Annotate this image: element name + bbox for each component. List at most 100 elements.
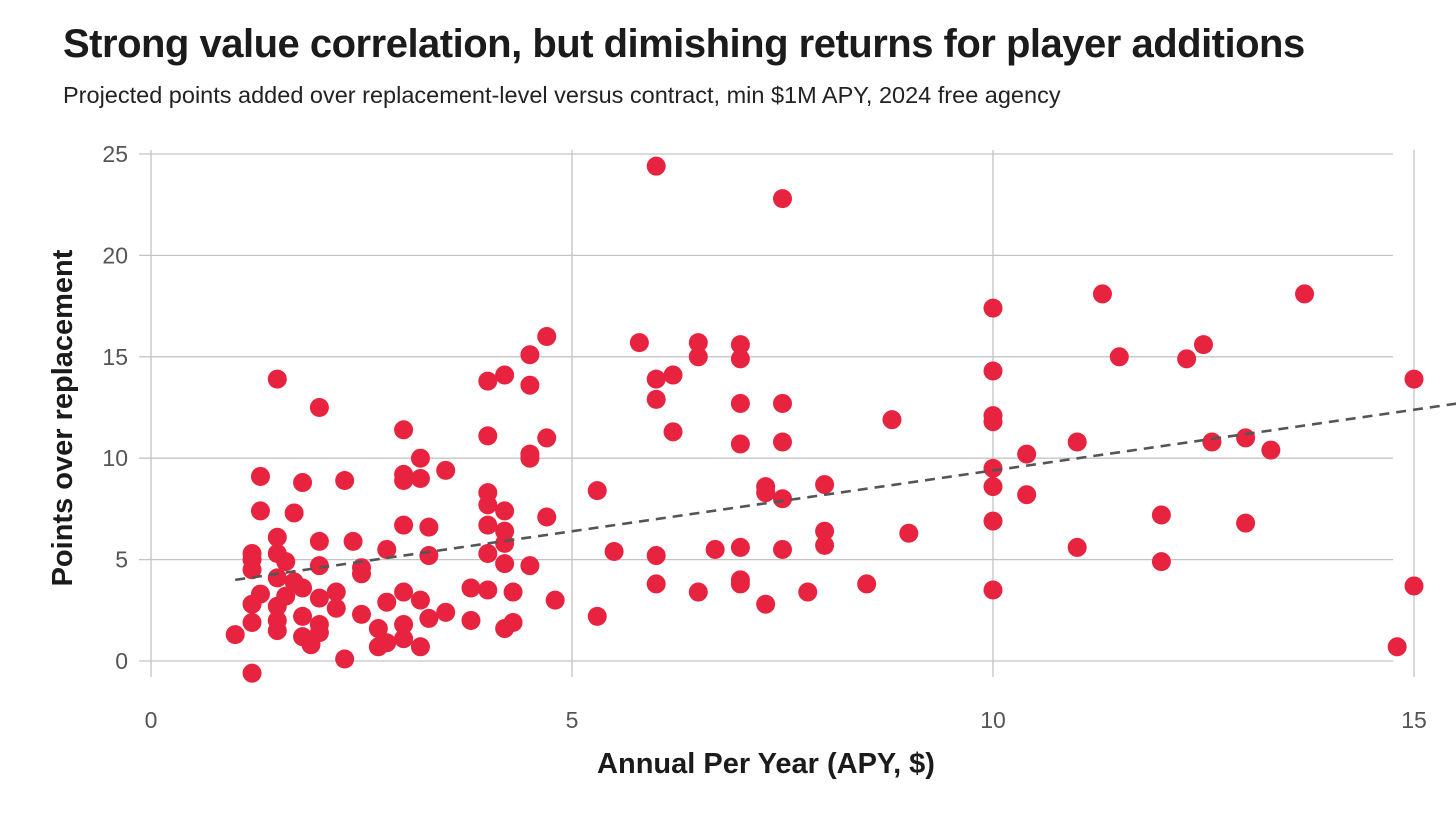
data-point <box>410 637 430 657</box>
data-point <box>394 614 414 634</box>
data-point <box>629 333 649 353</box>
data-point <box>1109 347 1129 367</box>
data-point <box>478 544 498 564</box>
data-point <box>250 501 270 521</box>
chart-title: Strong value correlation, but dimishing … <box>63 22 1305 66</box>
data-point <box>242 594 262 614</box>
data-point <box>394 420 414 440</box>
y-tick-label: 20 <box>102 242 128 268</box>
data-point <box>646 546 666 566</box>
data-point <box>773 539 792 559</box>
data-point <box>537 507 557 527</box>
x-tick-label: 10 <box>980 707 1006 733</box>
data-point <box>773 393 792 413</box>
data-point <box>309 398 329 417</box>
data-point <box>646 156 666 176</box>
data-point <box>646 389 666 409</box>
data-point <box>1236 428 1256 448</box>
data-point <box>410 590 430 610</box>
data-point <box>882 410 902 430</box>
data-point <box>983 477 1003 497</box>
data-point <box>495 619 515 639</box>
data-point <box>773 432 792 452</box>
data-point <box>1404 369 1424 389</box>
data-point <box>773 189 792 209</box>
data-point <box>688 333 708 353</box>
data-point <box>352 604 371 624</box>
x-axis-title: Annual Per Year (APY, $) <box>597 748 935 780</box>
data-point <box>309 588 329 608</box>
data-point <box>983 361 1003 381</box>
data-point <box>730 393 750 413</box>
data-point <box>410 468 430 488</box>
data-point <box>343 531 363 551</box>
data-point <box>1017 485 1037 505</box>
data-point <box>419 517 439 537</box>
data-point <box>1177 349 1197 369</box>
data-point <box>646 574 666 594</box>
data-point <box>1092 284 1112 304</box>
data-point <box>267 596 287 616</box>
data-point <box>520 448 540 468</box>
data-point <box>688 347 708 367</box>
trend-line <box>235 402 1456 582</box>
x-tick-label: 5 <box>566 707 579 733</box>
y-axis-title: Points over replacement <box>47 249 79 586</box>
data-point <box>267 369 287 389</box>
data-point <box>587 481 607 501</box>
data-point <box>309 531 329 551</box>
data-point <box>394 629 414 649</box>
y-tick-label: 25 <box>102 141 128 167</box>
data-point <box>394 515 414 535</box>
data-point <box>587 606 607 626</box>
data-point <box>301 635 321 655</box>
data-point <box>663 365 683 385</box>
data-point <box>436 602 456 622</box>
data-point <box>537 428 557 448</box>
data-point <box>478 371 498 391</box>
data-point <box>242 612 262 632</box>
data-point <box>478 580 498 600</box>
data-point <box>242 663 262 683</box>
data-point <box>756 483 776 503</box>
data-point <box>495 501 515 521</box>
data-point <box>250 466 270 486</box>
data-point <box>1295 284 1315 304</box>
data-point <box>284 503 304 523</box>
data-point <box>242 560 262 580</box>
data-point <box>1151 552 1171 572</box>
data-point <box>495 365 515 385</box>
data-point <box>1261 440 1281 460</box>
data-point <box>394 471 414 491</box>
data-point <box>730 349 750 369</box>
data-point <box>815 521 835 541</box>
data-point <box>377 592 397 612</box>
y-tick-label: 15 <box>102 344 128 370</box>
data-point <box>815 475 835 495</box>
data-point <box>705 539 725 559</box>
data-point <box>688 582 708 602</box>
data-point <box>1151 505 1171 525</box>
data-point <box>1236 513 1256 533</box>
y-tick-label: 10 <box>102 445 128 471</box>
data-point <box>815 535 835 555</box>
data-point <box>461 610 481 630</box>
data-point <box>983 580 1003 600</box>
data-point <box>756 594 776 614</box>
data-point <box>267 527 287 547</box>
y-tick-label: 5 <box>115 547 128 573</box>
data-point <box>1202 432 1222 452</box>
data-point <box>730 434 750 454</box>
data-point <box>545 590 565 610</box>
data-point <box>1194 335 1213 355</box>
data-point <box>478 495 498 515</box>
data-point <box>899 523 919 543</box>
data-point <box>293 473 313 493</box>
data-point <box>983 412 1003 432</box>
data-point <box>293 606 313 626</box>
data-point <box>1067 537 1087 557</box>
data-point <box>983 298 1003 318</box>
x-tick-label: 15 <box>1401 707 1427 733</box>
data-point <box>730 574 750 594</box>
